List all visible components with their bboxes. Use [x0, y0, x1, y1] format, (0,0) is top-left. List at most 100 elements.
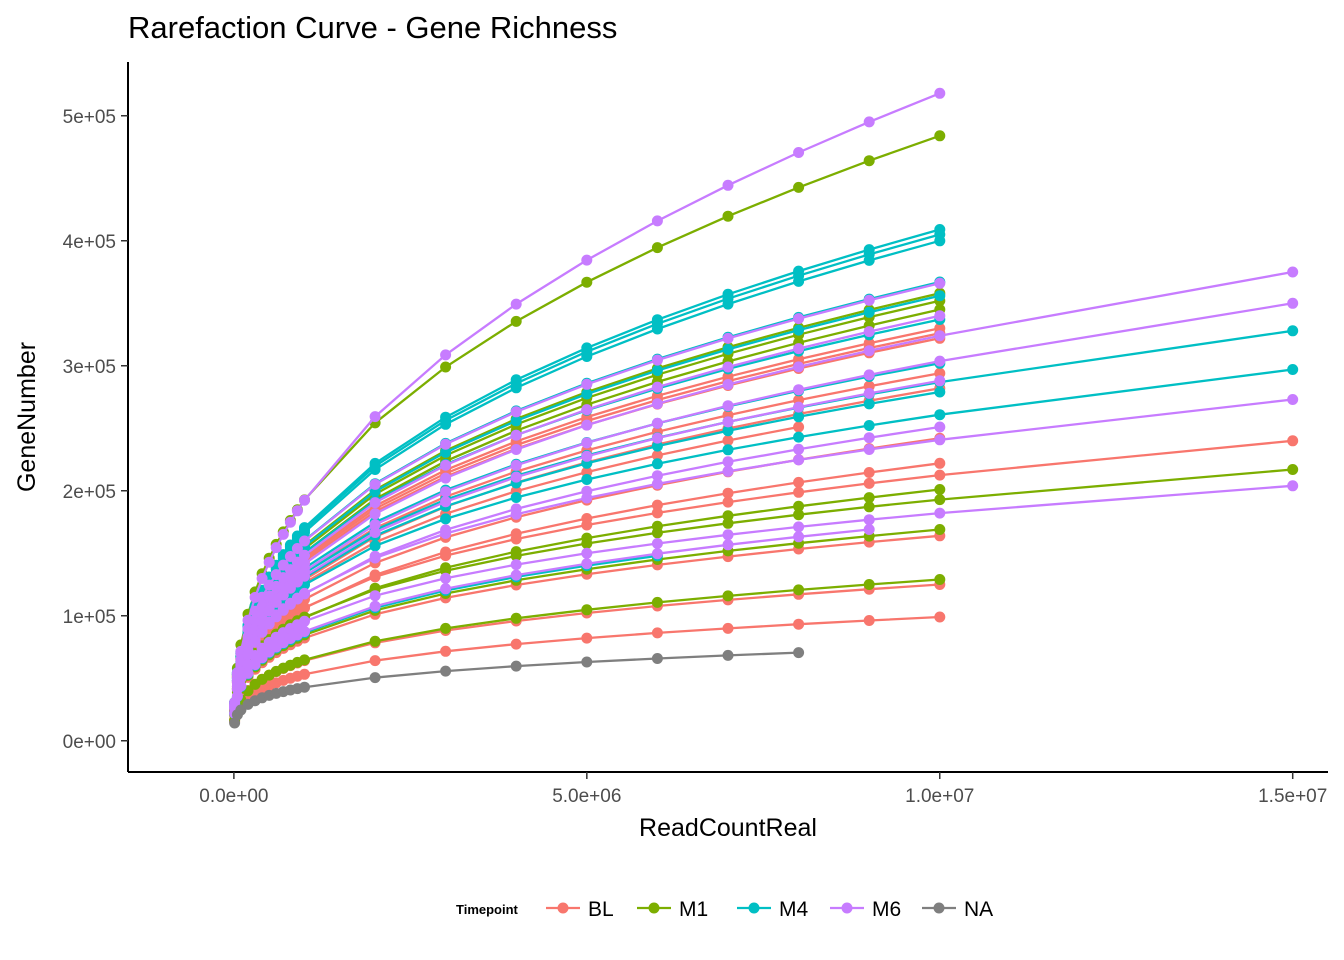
data-point — [722, 465, 734, 477]
data-point — [1287, 325, 1299, 337]
data-point — [793, 343, 805, 355]
data-point — [299, 668, 310, 680]
data-point — [369, 672, 381, 684]
data-point — [581, 388, 593, 400]
data-point — [510, 492, 522, 503]
data-point — [722, 622, 734, 634]
data-point — [270, 580, 282, 592]
data-point — [581, 632, 593, 644]
data-point — [722, 456, 734, 468]
data-point — [369, 540, 381, 552]
data-point — [581, 656, 593, 668]
data-point — [284, 564, 296, 576]
data-point — [793, 324, 805, 336]
data-point — [651, 499, 663, 511]
data-point — [722, 590, 734, 602]
legend-label: M1 — [679, 898, 708, 921]
x-axis-title: ReadCountReal — [639, 814, 817, 842]
legend-key-point — [841, 902, 853, 914]
series-M1 — [229, 304, 946, 711]
data-point — [722, 343, 734, 355]
x-tick-label: 5.0e+06 — [552, 786, 621, 807]
y-tick-label: 3e+05 — [63, 357, 116, 378]
legend-title: Timepoint — [456, 902, 519, 917]
series-M6 — [229, 524, 875, 719]
data-point — [934, 484, 946, 495]
data-point — [651, 548, 663, 560]
data-point — [934, 507, 946, 519]
data-point — [510, 471, 522, 483]
data-point — [863, 155, 875, 167]
data-point — [934, 421, 946, 433]
data-point — [722, 435, 734, 446]
data-point — [235, 680, 247, 692]
data-point — [581, 604, 593, 616]
data-point — [863, 369, 875, 381]
data-point — [722, 487, 734, 499]
data-point — [440, 562, 452, 574]
data-point — [284, 516, 296, 528]
data-point — [369, 478, 381, 490]
data-point — [934, 290, 946, 302]
data-point — [934, 386, 946, 398]
data-point — [793, 275, 805, 287]
data-point — [722, 539, 734, 551]
data-point — [793, 509, 805, 521]
data-point — [369, 635, 381, 647]
data-point — [934, 409, 946, 421]
data-point — [369, 550, 381, 562]
data-point — [440, 472, 452, 484]
data-point — [299, 626, 310, 637]
data-point — [793, 584, 805, 596]
data-point — [1287, 480, 1299, 492]
data-point — [299, 654, 310, 666]
x-ticks: 0.0e+00 5.0e+06 1.0e+07 1.5e+07 — [199, 772, 1327, 807]
data-point — [581, 547, 593, 559]
data-point — [299, 549, 310, 561]
data-point — [369, 655, 381, 667]
data-point — [863, 492, 875, 504]
data-point — [651, 449, 663, 461]
data-point — [291, 543, 303, 554]
data-point — [1287, 464, 1299, 475]
data-point — [722, 529, 734, 541]
data-point — [722, 361, 734, 373]
legend-item-m4: M4 — [737, 898, 808, 921]
data-point — [440, 524, 452, 536]
y-tick-label: 5e+05 — [63, 107, 116, 128]
data-point — [440, 572, 452, 584]
data-point — [1287, 394, 1299, 405]
data-point — [934, 611, 946, 623]
data-point — [863, 524, 875, 535]
data-point — [934, 310, 946, 322]
data-point — [651, 398, 663, 410]
data-point — [863, 501, 875, 513]
data-point — [299, 615, 310, 627]
data-point — [793, 384, 805, 396]
data-point — [651, 470, 663, 482]
legend: Timepoint BL M1 M4 M6 NA — [456, 898, 993, 921]
series-line — [233, 329, 1293, 705]
data-point — [581, 276, 593, 288]
data-point — [581, 378, 593, 390]
data-point — [793, 500, 805, 512]
data-point — [934, 87, 946, 99]
data-point — [863, 615, 875, 626]
legend-label: BL — [588, 898, 614, 921]
series-NA — [229, 647, 805, 729]
data-point — [369, 497, 381, 509]
legend-item-bl: BL — [546, 898, 614, 921]
data-point — [863, 294, 875, 306]
data-point — [863, 579, 875, 590]
data-point — [934, 457, 946, 469]
data-point — [651, 417, 663, 429]
legend-key-point — [748, 902, 760, 914]
data-point — [299, 570, 310, 582]
data-point — [1287, 364, 1299, 375]
x-tick-label: 1.0e+07 — [905, 786, 974, 807]
data-point — [369, 508, 381, 520]
data-point — [722, 179, 734, 191]
data-point — [793, 486, 805, 498]
data-point — [440, 622, 452, 634]
data-point — [722, 425, 734, 437]
